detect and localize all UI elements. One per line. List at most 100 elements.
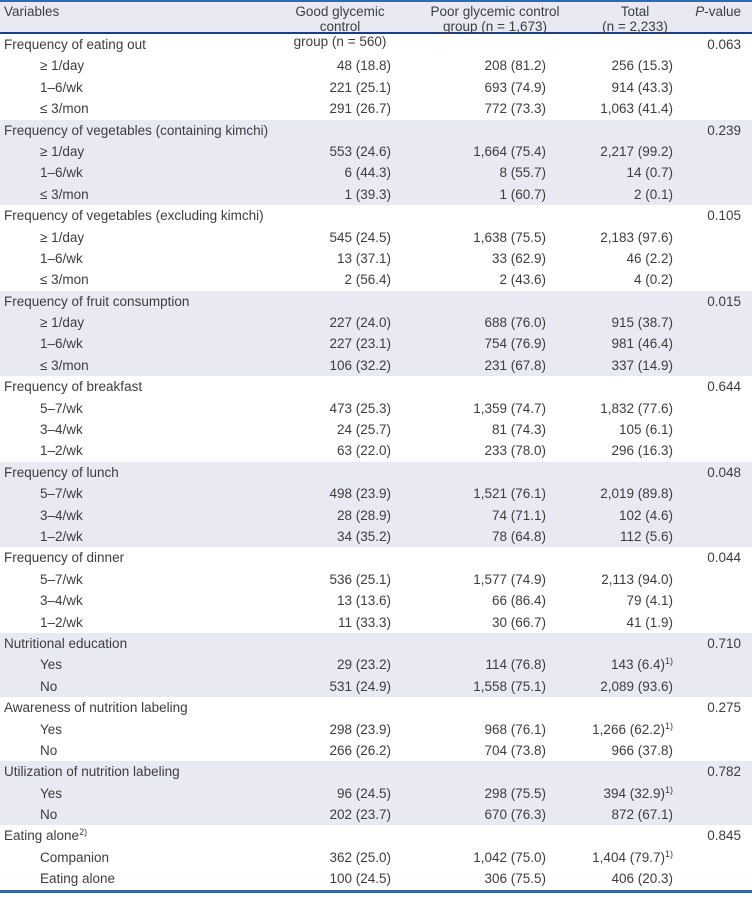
total-value: 1,832 (77.6) <box>600 400 673 416</box>
section-label: Frequency of dinner <box>4 550 125 566</box>
good-value: 362 (25.0) <box>329 849 391 865</box>
data-row: No 202 (23.7) 670 (76.3) 872 (67.1) <box>0 804 752 826</box>
row-label: 1–6/wk <box>40 165 83 181</box>
poor-value: 1,577 (74.9) <box>473 571 546 587</box>
col-header-good-group: Good glycemic control group (n = 560) <box>250 4 405 49</box>
total-value: 1,063 (41.4) <box>600 101 673 117</box>
good-value: 545 (24.5) <box>329 229 391 245</box>
row-label: 5–7/wk <box>40 486 83 502</box>
poor-value: 1,558 (75.1) <box>473 678 546 694</box>
row-label: No <box>40 742 58 758</box>
total-value: 2,089 (93.6) <box>600 678 673 694</box>
row-label: Eating alone <box>40 871 116 887</box>
data-row: Yes 298 (23.9) 968 (76.1) 1,266 (62.2)1) <box>0 719 752 740</box>
section-label: Nutritional education <box>4 635 128 651</box>
data-row: ≥ 1/day 545 (24.5) 1,638 (75.5) 2,183 (9… <box>0 227 752 248</box>
total-value: 2,183 (97.6) <box>600 229 673 245</box>
good-value: 2 (56.4) <box>344 272 391 288</box>
data-row: No 531 (24.9) 1,558 (75.1) 2,089 (93.6) <box>0 675 752 698</box>
row-label: 3–4/wk <box>40 507 83 523</box>
data-row: ≥ 1/day 227 (24.0) 688 (76.0) 915 (38.7) <box>0 312 752 334</box>
total-value: 41 (1.9) <box>626 614 673 630</box>
poor-value: 1 (60.7) <box>499 186 546 202</box>
total-value: 14 (0.7) <box>626 165 673 181</box>
poor-value: 306 (75.5) <box>484 871 546 887</box>
data-row: No 266 (26.2) 704 (73.8) 966 (37.8) <box>0 740 752 761</box>
col-header-total-line2: (n = 2,233) <box>602 19 668 34</box>
section-header-row: Awareness of nutrition labeling 0.275 <box>0 697 752 718</box>
row-label: Yes <box>40 785 63 801</box>
good-value: 13 (37.1) <box>336 250 391 266</box>
poor-value: 74 (71.1) <box>491 507 546 523</box>
row-label: ≥ 1/day <box>40 315 85 331</box>
data-row: ≤ 3/mon 2 (56.4) 2 (43.6) 4 (0.2) <box>0 269 752 290</box>
section-label: Frequency of fruit consumption <box>4 293 190 309</box>
section-label: Awareness of nutrition labeling <box>4 700 188 716</box>
row-label: ≤ 3/mon <box>40 272 89 288</box>
row-label: ≥ 1/day <box>40 229 85 245</box>
row-label: 5–7/wk <box>40 400 83 416</box>
total-value: 112 (5.6) <box>619 528 673 544</box>
data-row: Yes 29 (23.2) 114 (76.8) 143 (6.4)1) <box>0 654 752 676</box>
total-footnote-marker: 1) <box>664 784 673 795</box>
data-row: Yes 96 (24.5) 298 (75.5) 394 (32.9)1) <box>0 782 752 805</box>
total-value: 2 (0.1) <box>633 186 673 202</box>
section-header-row: Frequency of vegetables (containing kimc… <box>0 119 752 141</box>
section-label: Frequency of eating out <box>4 37 146 52</box>
row-label: No <box>40 678 58 694</box>
col-header-poor-line2: group (n = 1,673) <box>443 19 547 34</box>
row-label: 1–2/wk <box>40 528 83 544</box>
data-row: 1–6/wk 227 (23.1) 754 (76.9) 981 (46.4) <box>0 333 752 355</box>
section-p-value: 0.105 <box>707 208 741 224</box>
total-value: 337 (14.9) <box>611 357 673 373</box>
data-row: 5–7/wk 473 (25.3) 1,359 (74.7) 1,832 (77… <box>0 398 752 419</box>
poor-value: 1,359 (74.7) <box>473 400 546 416</box>
data-row: Companion 362 (25.0) 1,042 (75.0) 1,404 … <box>0 847 752 868</box>
row-label: ≤ 3/mon <box>40 186 89 202</box>
poor-value: 688 (76.0) <box>484 315 546 331</box>
col-header-good-line1: Good glycemic control <box>295 4 385 34</box>
good-value: 28 (28.9) <box>336 507 391 523</box>
data-row: 5–7/wk 498 (23.9) 1,521 (76.1) 2,019 (89… <box>0 483 752 505</box>
row-label: Companion <box>40 849 110 865</box>
poor-value: 66 (86.4) <box>491 593 546 609</box>
total-value: 1,266 (62.2)1) <box>592 720 673 737</box>
good-value: 553 (24.6) <box>329 143 391 159</box>
section-p-value: 0.644 <box>707 379 741 395</box>
col-header-total: Total (n = 2,233) <box>560 4 685 34</box>
section-label: Frequency of lunch <box>4 464 119 480</box>
table-body: Frequency of eating out 0.063 ≥ 1/day 48… <box>0 34 752 890</box>
data-row: 1–2/wk 63 (22.0) 233 (78.0) 296 (16.3) <box>0 440 752 461</box>
col-header-pvalue-italic: P <box>695 4 705 19</box>
total-value: 2,019 (89.8) <box>600 486 673 502</box>
section-header-row: Frequency of vegetables (excluding kimch… <box>0 205 752 226</box>
total-value: 102 (4.6) <box>618 507 673 523</box>
good-value: 531 (24.9) <box>329 678 391 694</box>
col-header-good-line2: group (n = 560) <box>293 34 387 49</box>
good-value: 48 (18.8) <box>336 58 391 74</box>
good-value: 498 (23.9) <box>329 486 391 502</box>
total-value: 872 (67.1) <box>611 807 673 823</box>
row-label: ≥ 1/day <box>40 143 85 159</box>
total-value: 46 (2.2) <box>626 250 673 266</box>
row-label: 1–6/wk <box>40 336 83 352</box>
table-header-row: Variables Good glycemic control group (n… <box>0 2 752 49</box>
poor-value: 114 (76.8) <box>485 657 546 673</box>
data-row: 1–2/wk 34 (35.2) 78 (64.8) 112 (5.6) <box>0 525 752 548</box>
total-value: 981 (46.4) <box>611 336 673 352</box>
good-value: 34 (35.2) <box>336 528 391 544</box>
good-value: 266 (26.2) <box>329 742 391 758</box>
data-row: ≤ 3/mon 106 (32.2) 231 (67.8) 337 (14.9) <box>0 354 752 377</box>
good-value: 6 (44.3) <box>344 165 391 181</box>
good-value: 24 (25.7) <box>336 422 391 438</box>
poor-value: 81 (74.3) <box>491 422 546 438</box>
good-value: 473 (25.3) <box>329 400 391 416</box>
row-label: 1–6/wk <box>40 250 83 266</box>
row-label: 1–2/wk <box>40 443 83 459</box>
section-label: Utilization of nutrition labeling <box>4 764 180 780</box>
poor-value: 30 (66.7) <box>491 614 546 630</box>
poor-value: 968 (76.1) <box>484 721 546 737</box>
total-footnote-marker: 1) <box>664 656 673 667</box>
poor-value: 693 (74.9) <box>484 79 546 95</box>
